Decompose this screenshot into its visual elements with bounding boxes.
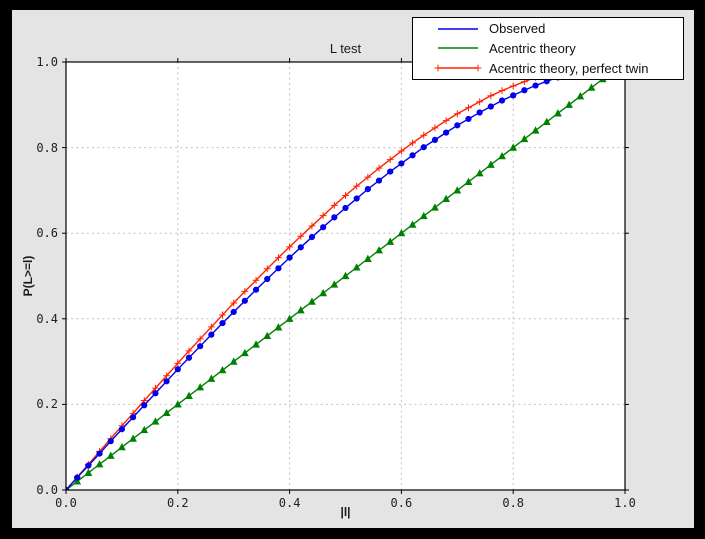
legend-label: Observed xyxy=(489,21,546,37)
legend-box: Observed Acentric theory Acentric theory, … xyxy=(412,17,684,80)
legend-label: Acentric theory, perfect twin xyxy=(489,60,649,76)
series-acentric-theory xyxy=(66,62,625,490)
legend-label: Acentric theory xyxy=(489,40,576,56)
legend-entry: Acentric theory xyxy=(413,39,683,58)
y-tick-label: 0.8 xyxy=(36,140,58,155)
y-axis-label: P(L>=l) xyxy=(21,255,35,297)
y-tick-label: 0.6 xyxy=(36,226,58,241)
y-tick-label: 0.4 xyxy=(36,311,58,326)
x-tick-label: 0.0 xyxy=(55,496,77,510)
y-tick-label: 0.2 xyxy=(36,397,58,412)
figure-area: L test |l| P(L>=l) 0.0 0.2 0.4 0.6 0.8 1.0 0.0… xyxy=(12,10,694,528)
plot-svg xyxy=(62,58,629,494)
legend-sample-line xyxy=(438,47,478,50)
x-tick-label: 0.2 xyxy=(166,496,189,510)
x-tick-label: 1.0 xyxy=(614,496,636,510)
series-observed xyxy=(66,62,625,490)
y-tick-label: 0.0 xyxy=(36,483,58,497)
chart-title: L test xyxy=(329,41,362,56)
x-tick-label: 0.6 xyxy=(390,496,413,510)
legend-entry: Acentric theory, perfect twin xyxy=(413,59,683,78)
legend-sample-line xyxy=(438,28,478,30)
legend-entry: Observed xyxy=(413,19,683,38)
x-axis-label: |l| xyxy=(340,505,351,519)
legend-sample-line xyxy=(434,64,482,72)
y-tick-label: 1.0 xyxy=(36,55,58,69)
x-tick-label: 0.4 xyxy=(278,496,301,510)
axes-spines xyxy=(65,61,626,491)
x-tick-label: 0.8 xyxy=(502,496,525,510)
